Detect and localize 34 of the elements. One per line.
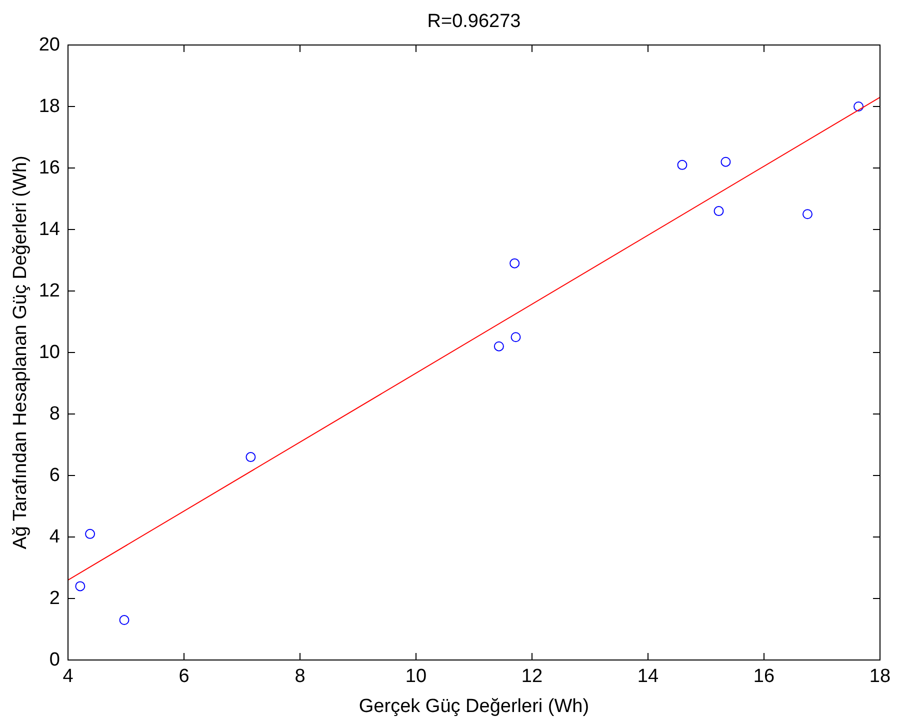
point [854,102,864,112]
x-tick-label: 6 [178,666,190,687]
x-axis-title: Gerçek Güç Değerleri (Wh) [358,696,590,717]
y-tick-label: 16 [38,158,60,178]
point [510,258,520,268]
point [494,341,504,352]
y-tick-label: 14 [38,219,60,240]
x-tick-label: 4 [62,666,74,687]
x-tick-label: 14 [637,666,659,687]
y-tick-label: 4 [49,526,60,548]
point [510,332,521,342]
y-tick-label: 12 [38,280,60,302]
y-tick-label: 2 [49,588,60,609]
y-axis-title: Ağ Tarafından Hesaplanan Güç Değerleri (Wh) [10,156,31,550]
y-tick-label: 10 [38,342,60,363]
point [677,160,688,170]
point [714,206,724,216]
x-tick-label: 18 [869,666,891,687]
x-tick-label: 16 [753,666,775,687]
y-tick-label: 6 [49,465,60,486]
y-tick-label: 20 [38,34,60,56]
chart-title: R=0.96273 [427,11,521,32]
x-tick-label: 10 [405,666,427,687]
y-tick-label: 18 [38,96,60,117]
y-tick-label: 0 [49,650,60,670]
x-tick-label: 12 [521,666,543,687]
point [720,156,731,167]
point [246,452,256,462]
point [802,209,812,220]
point [119,615,130,626]
point [75,581,86,592]
point [85,528,96,539]
y-tick-label: 8 [49,404,60,424]
x-tick-label: 8 [294,666,306,687]
